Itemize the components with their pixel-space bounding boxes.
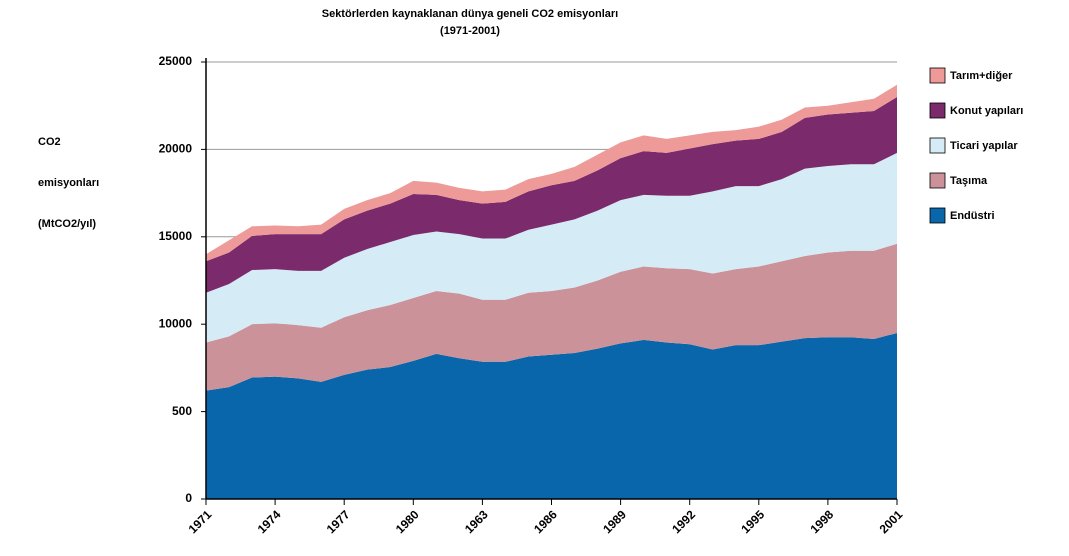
legend-swatch xyxy=(929,67,946,84)
legend-label: Tarım+diğer xyxy=(950,70,1013,82)
area xyxy=(206,152,897,343)
y-axis-title: CO2 xyxy=(38,136,61,148)
y-tick-label: 15000 xyxy=(159,229,193,243)
y-tick-label: 500 xyxy=(172,404,192,418)
legend-label: Ticari yapılar xyxy=(950,140,1018,152)
y-axis-title: (MtCO2/yıl) xyxy=(38,218,96,230)
legend-swatch xyxy=(929,172,946,189)
x-tick-label: 1977 xyxy=(324,507,353,536)
x-tick-label: 1974 xyxy=(255,507,284,536)
x-tick-label: 1963 xyxy=(462,507,491,536)
y-tick-label: 0 xyxy=(185,491,192,505)
x-tick-label: 1980 xyxy=(393,507,422,536)
x-tick-label: 1998 xyxy=(807,507,836,536)
y-tick-label: 20000 xyxy=(159,142,193,156)
area xyxy=(206,96,897,293)
legend-label: Konut yapıları xyxy=(950,105,1023,117)
x-tick-label: 1992 xyxy=(669,507,698,536)
x-tick-label: 1986 xyxy=(531,507,560,536)
legend-label: Endüstri xyxy=(950,210,995,222)
x-tick-label: 1995 xyxy=(738,507,767,536)
x-tick-label: 1971 xyxy=(186,507,215,536)
y-tick-label: 25000 xyxy=(159,54,193,68)
legend-swatch xyxy=(929,207,946,224)
chart-title: Sektörlerden kaynaklanan dünya geneli CO… xyxy=(322,8,619,20)
chart-subtitle: (1971-2001) xyxy=(440,25,500,37)
y-tick-label: 10000 xyxy=(159,316,193,330)
x-tick-label: 2001 xyxy=(877,507,906,536)
area xyxy=(206,243,897,391)
area xyxy=(206,332,897,499)
y-axis-title: emisyonları xyxy=(38,177,99,189)
x-tick-label: 1989 xyxy=(600,507,629,536)
legend-swatch xyxy=(929,137,946,154)
legend-label: Taşıma xyxy=(950,175,988,187)
legend-swatch xyxy=(929,102,946,119)
